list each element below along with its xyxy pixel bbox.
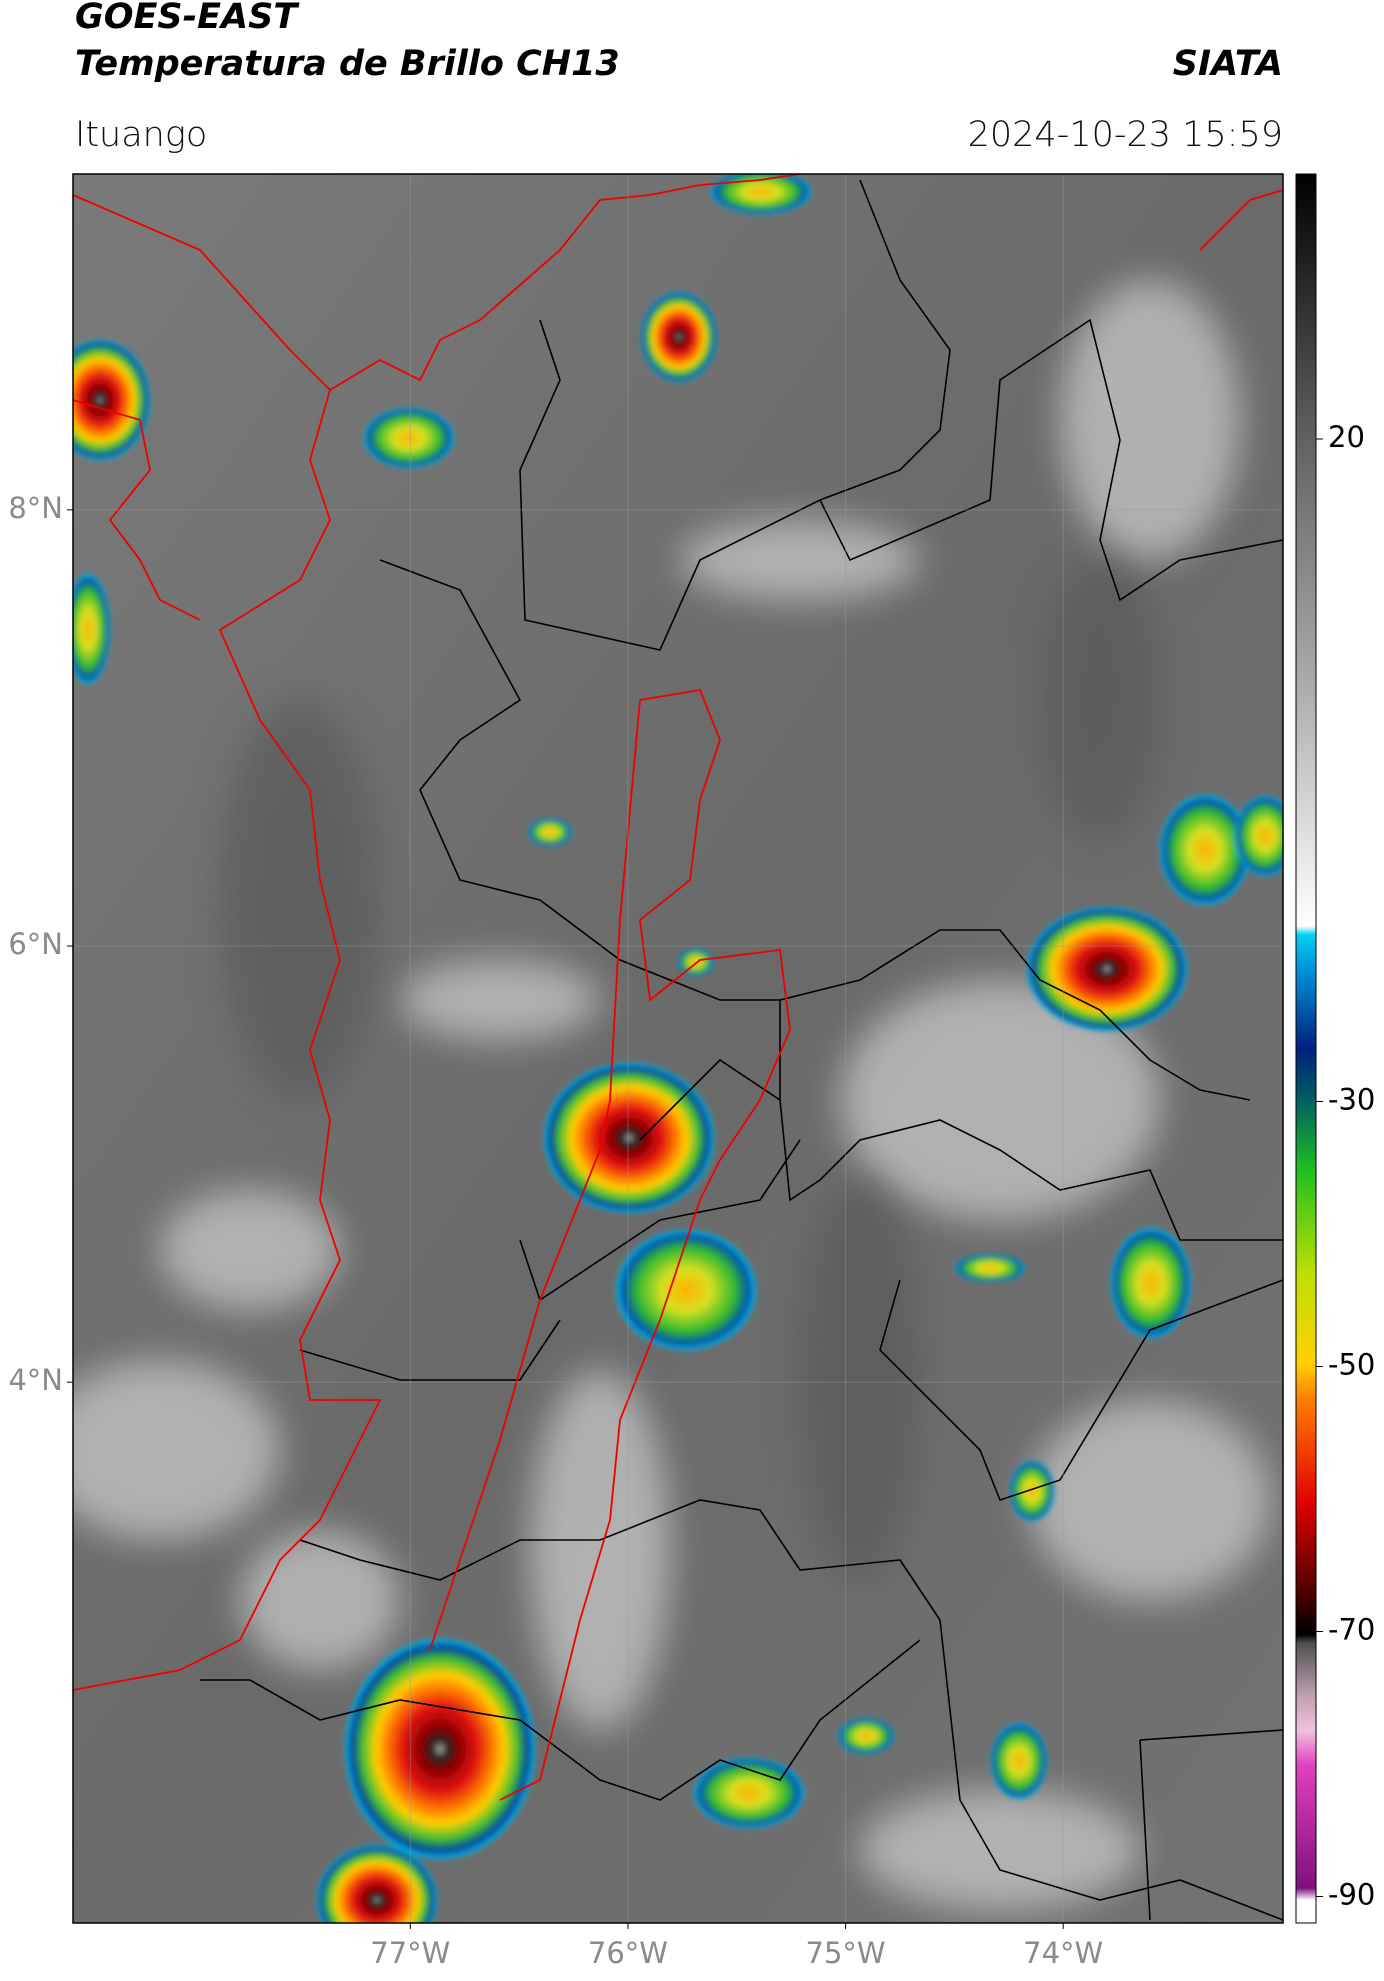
title: GOES-EAST — [75, 0, 300, 37]
lat-label: 8°N — [8, 491, 63, 525]
lon-label: 75°W — [806, 1936, 886, 1970]
colorbar-tick-label: -90 — [1328, 1878, 1375, 1912]
lat-label: 6°N — [8, 927, 63, 961]
map-frame — [72, 173, 1284, 1924]
colorbar-tick-label: 20 — [1328, 420, 1365, 454]
convective-cells — [73, 174, 1283, 1923]
lon-label: 74°W — [1023, 1936, 1103, 1970]
dark-areas — [220, 560, 1160, 1580]
colorbar — [1295, 173, 1317, 1924]
colorbar-tick-label: -70 — [1328, 1613, 1375, 1647]
lon-label: 76°W — [588, 1936, 668, 1970]
datetime: 2024-10-23 15:59 — [968, 115, 1283, 155]
colorbar-tick-label: -30 — [1328, 1083, 1375, 1117]
agency: SIATA — [1173, 44, 1283, 84]
location: Ituango — [75, 115, 207, 155]
map-image — [73, 174, 1283, 1923]
subtitle: Temperatura de Brillo CH13 — [75, 44, 620, 84]
coast-red — [73, 174, 1283, 1801]
graticule — [73, 174, 1283, 1923]
admin-borders — [200, 179, 1283, 1921]
clouds — [73, 280, 1270, 1910]
colorbar-tick-label: -50 — [1328, 1348, 1375, 1382]
lat-label: 4°N — [8, 1363, 63, 1397]
lon-label: 77°W — [370, 1936, 450, 1970]
